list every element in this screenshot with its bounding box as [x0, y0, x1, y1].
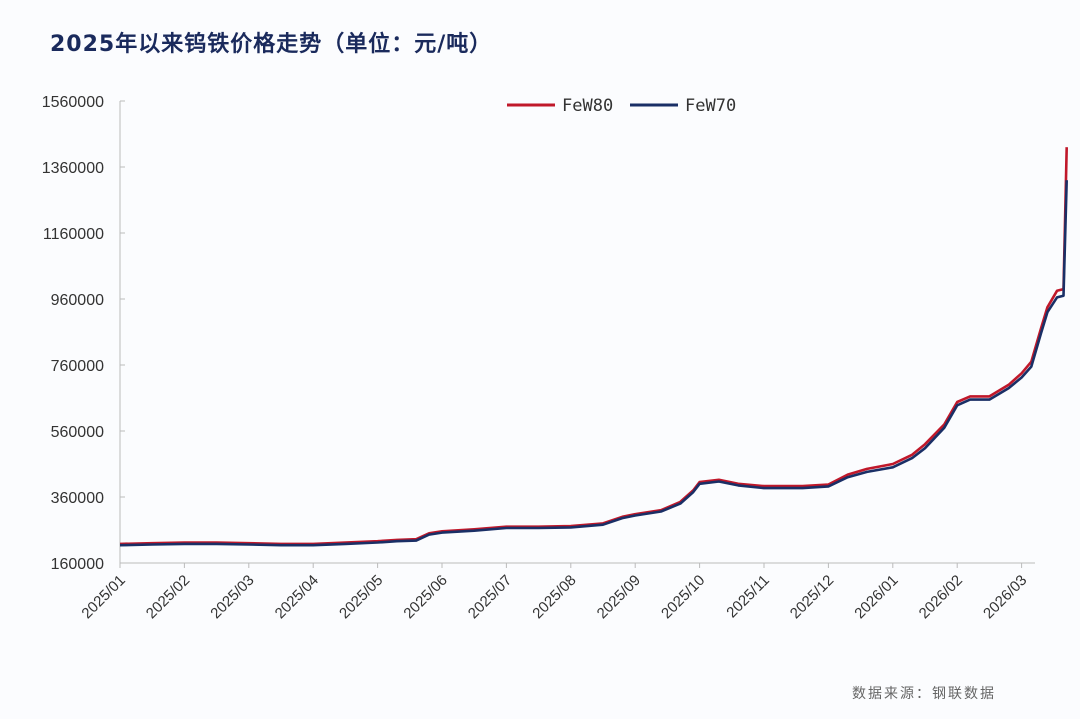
x-tick-label: 2025/02 [143, 572, 193, 622]
x-tick-label: 2025/10 [658, 572, 708, 622]
y-tick-label: 1160000 [43, 226, 104, 243]
y-tick-label: 760000 [51, 358, 104, 375]
data-source-note: 数据来源：钢联数据 [852, 686, 996, 702]
x-tick-label: 2025/12 [787, 572, 837, 622]
chart-title: 2025年以来钨铁价格走势（单位：元/吨） [50, 32, 493, 57]
y-tick-label: 1560000 [42, 94, 104, 111]
y-tick-label: 1360000 [42, 160, 104, 177]
x-tick-label: 2025/11 [723, 572, 773, 622]
legend-label-few80: FeW80 [562, 96, 613, 116]
x-tick-label: 2026/02 [916, 572, 966, 622]
legend: FeW80 FeW70 [507, 96, 736, 116]
x-tick-label: 2026/03 [980, 572, 1030, 622]
x-tick-label: 2025/08 [529, 572, 579, 622]
y-tick-label: 560000 [51, 424, 104, 441]
x-tick-label: 2025/03 [207, 572, 257, 622]
legend-label-few70: FeW70 [685, 96, 736, 116]
x-axis: 2025/01 2025/02 2025/03 2025/04 2025/05 2025/… [78, 562, 1035, 622]
series-line-few80 [119, 147, 1068, 546]
y-axis: 160000 360000 560000 760000 960000 1160000 136… [42, 94, 125, 573]
x-tick-label: 2025/07 [465, 572, 515, 622]
x-tick-label: 2026/01 [851, 572, 901, 622]
x-tick-label: 2025/04 [272, 572, 322, 622]
x-tick-label: 2025/06 [400, 572, 450, 622]
y-tick-label: 160000 [51, 556, 104, 573]
x-tick-label: 2025/09 [594, 572, 644, 622]
plot-lines [119, 147, 1068, 547]
y-tick-label: 360000 [51, 490, 104, 507]
x-tick-label: 2025/05 [336, 572, 386, 622]
y-tick-label: 960000 [51, 292, 104, 309]
x-tick-label: 2025/01 [78, 572, 128, 622]
series-line-few70 [119, 180, 1068, 547]
